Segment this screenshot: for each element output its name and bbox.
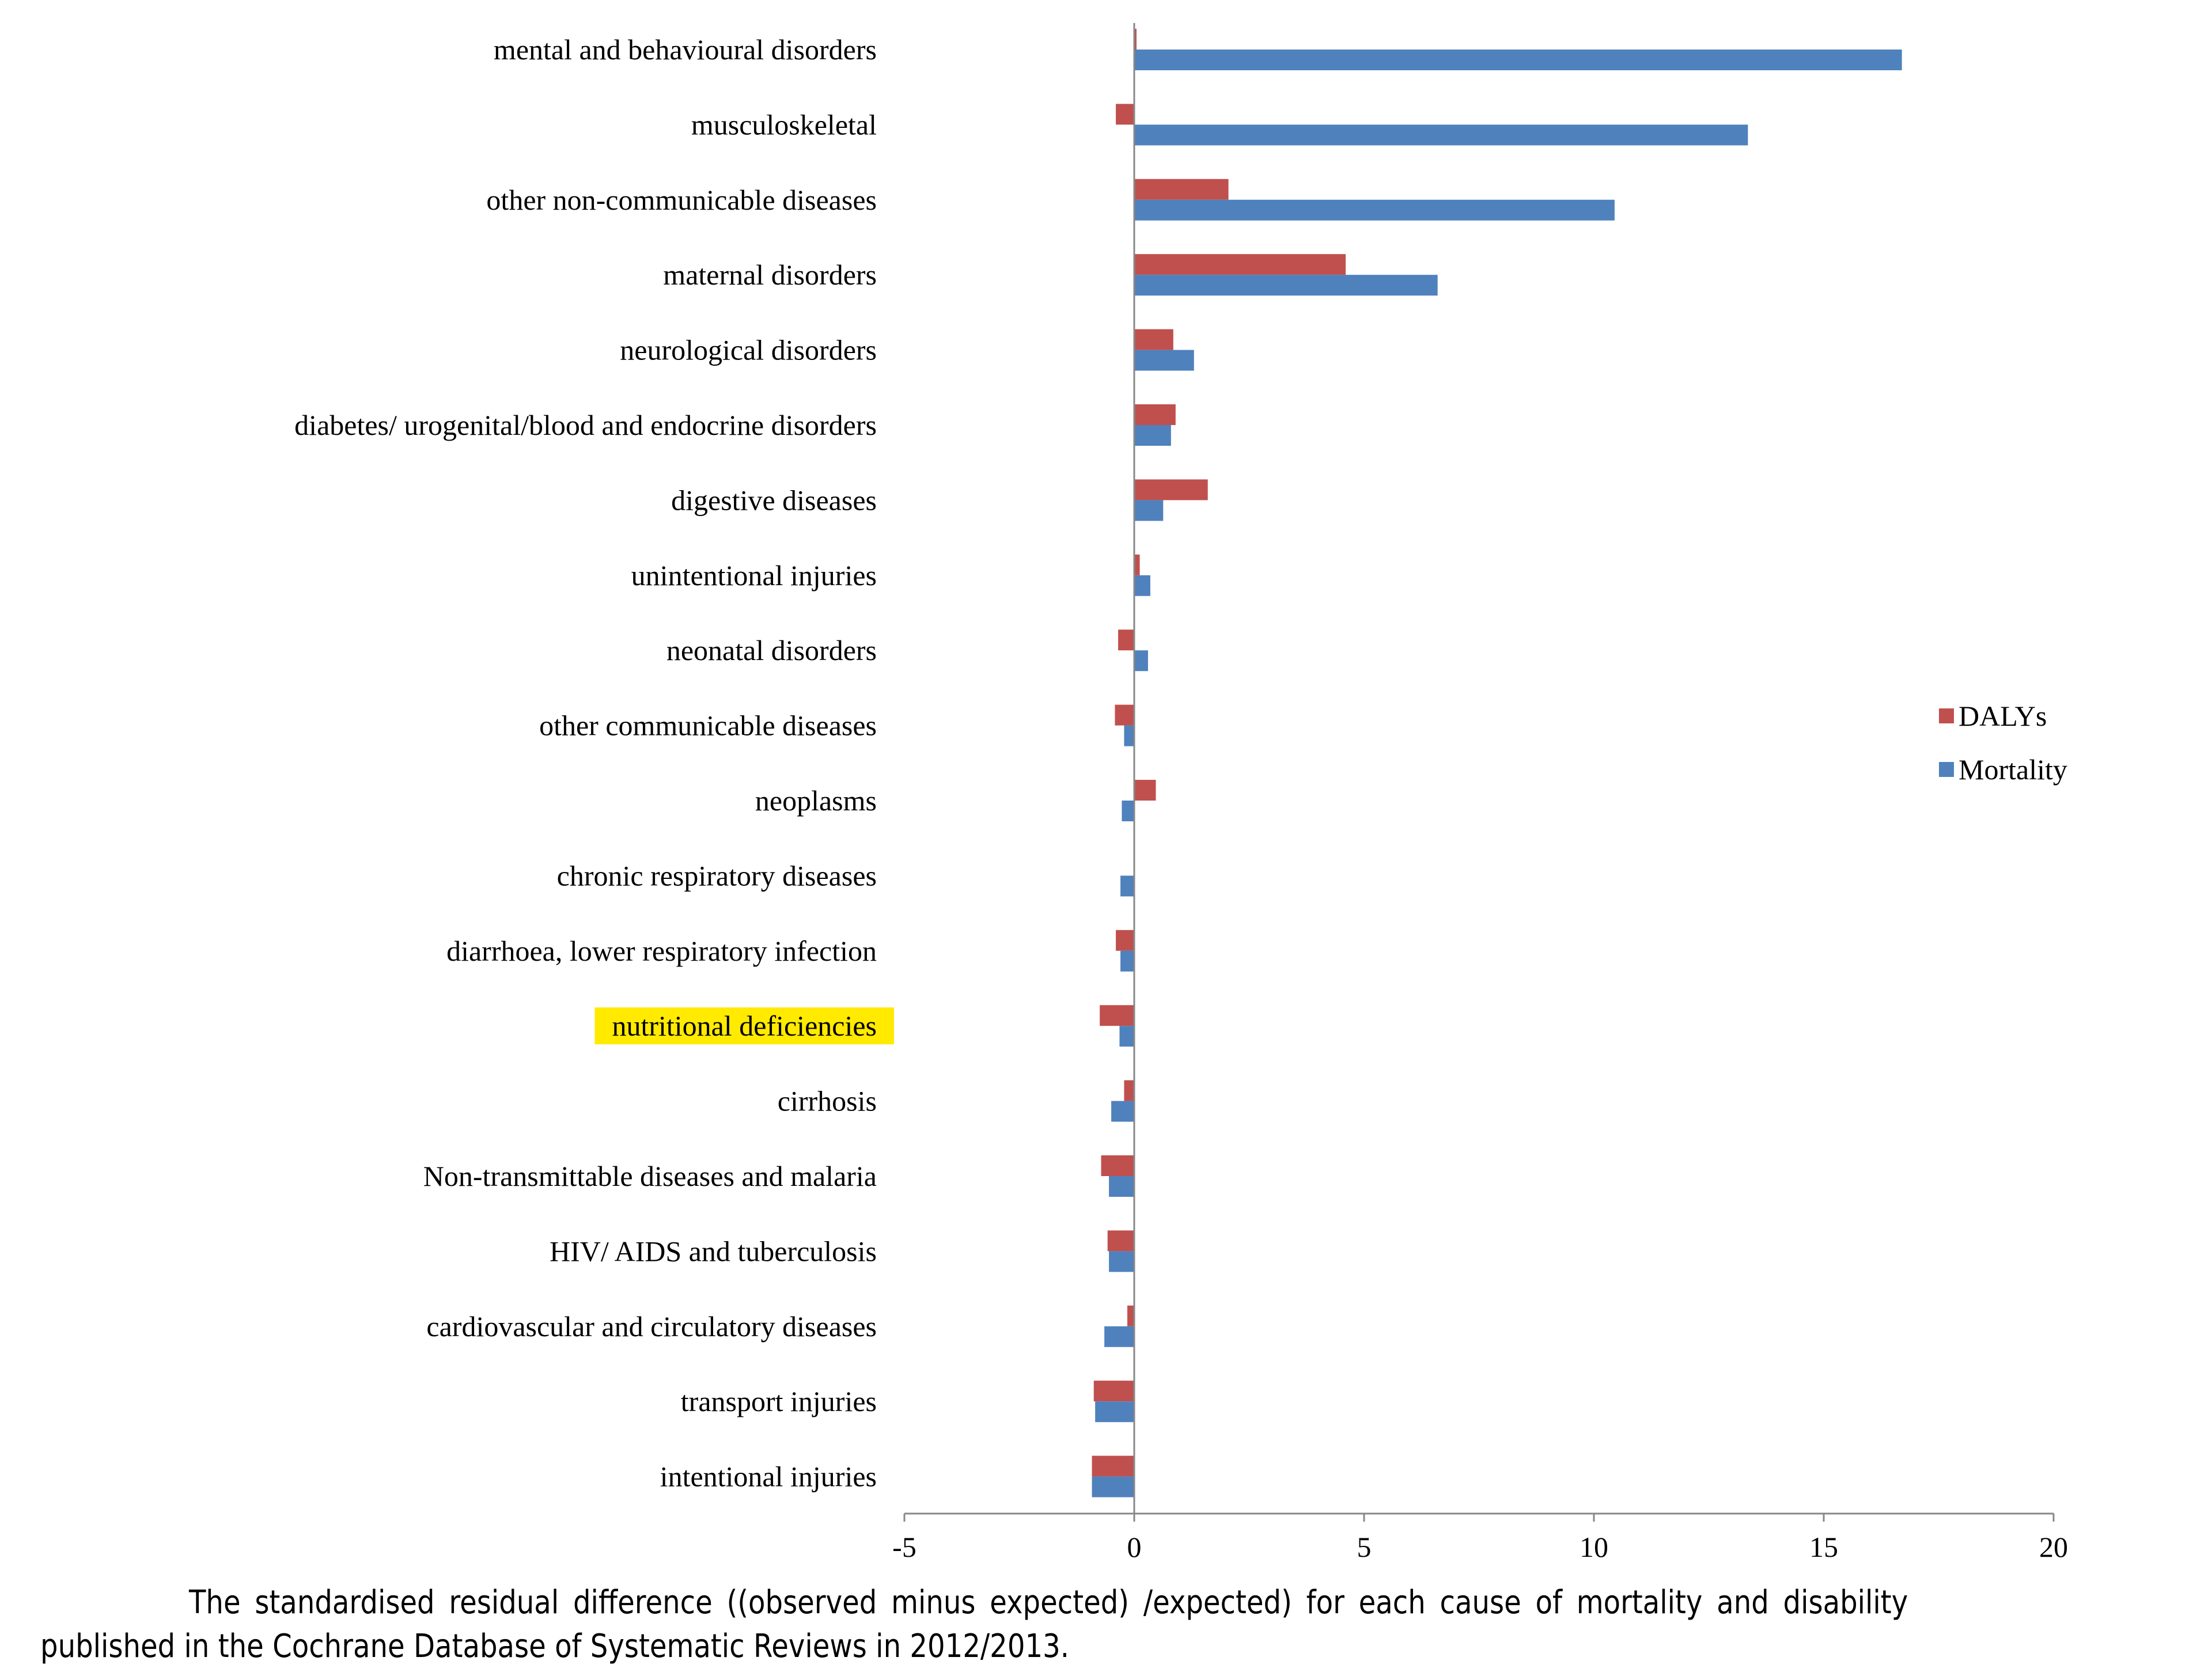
- dalys-bar: [1118, 630, 1134, 651]
- mortality-bar: [1119, 1026, 1134, 1047]
- category-label: diabetes/ urogenital/blood and endocrine…: [294, 409, 877, 441]
- mortality-bar: [1095, 1401, 1134, 1423]
- category-label: diarrhoea, lower respiratory infection: [446, 935, 877, 967]
- category-label: cardiovascular and circulatory diseases: [426, 1310, 877, 1343]
- x-tick-label: 15: [1809, 1531, 1838, 1563]
- mortality-bar: [1134, 575, 1150, 596]
- dalys-bar: [1134, 329, 1173, 350]
- dalys-bar: [1101, 1155, 1134, 1176]
- mortality-bar: [1111, 1101, 1134, 1122]
- figure-caption: The standardised residual difference ((o…: [40, 1584, 1908, 1665]
- x-tick-label: 20: [2039, 1531, 2068, 1563]
- dalys-bar: [1092, 1455, 1134, 1477]
- mortality-bar: [1120, 950, 1134, 972]
- dalys-bar: [1093, 1381, 1134, 1402]
- category-label: nutritional deficiencies: [612, 1010, 877, 1042]
- legend-label-mortality: Mortality: [1959, 753, 2067, 786]
- dalys-bar: [1127, 1305, 1134, 1326]
- category-label: transport injuries: [681, 1385, 877, 1417]
- mortality-bar: [1109, 1176, 1134, 1197]
- category-label: chronic respiratory diseases: [557, 859, 877, 892]
- category-label: mental and behavioural disorders: [494, 33, 877, 66]
- mortality-bar: [1134, 50, 1902, 70]
- category-label: other communicable diseases: [539, 710, 877, 742]
- category-label: intentional injuries: [660, 1461, 877, 1493]
- mortality-bar: [1104, 1326, 1134, 1347]
- legend-swatch-dalys: [1939, 708, 1954, 723]
- category-label: Non-transmittable diseases and malaria: [423, 1160, 877, 1192]
- dalys-bar: [1134, 254, 1346, 275]
- category-label: neonatal disorders: [666, 634, 877, 666]
- category-label: cirrhosis: [778, 1085, 877, 1117]
- dalys-bar: [1134, 29, 1137, 50]
- dalys-bar: [1134, 179, 1229, 200]
- dalys-bar: [1107, 1230, 1134, 1252]
- mortality-bar: [1092, 1476, 1134, 1497]
- mortality-bar: [1134, 350, 1194, 371]
- mortality-bar: [1134, 199, 1615, 221]
- mortality-bar: [1120, 875, 1134, 897]
- category-label: other non-communicable diseases: [486, 184, 877, 216]
- category-label: unintentional injuries: [631, 559, 877, 591]
- category-label: maternal disorders: [663, 259, 877, 291]
- category-label: HIV/ AIDS and tuberculosis: [550, 1235, 877, 1267]
- legend-label-dalys: DALYs: [1959, 700, 2047, 732]
- dalys-bar: [1115, 704, 1134, 726]
- mortality-bar: [1122, 801, 1134, 821]
- mortality-bar: [1134, 275, 1438, 296]
- bar-chart: -5 0 5 10 15 20 mental and behavioural disord…: [294, 23, 2068, 1563]
- dalys-bar: [1134, 780, 1156, 801]
- dalys-bar: [1134, 479, 1208, 500]
- legend-swatch-mortality: [1939, 762, 1954, 777]
- category-label: digestive diseases: [671, 484, 877, 516]
- dalys-bar: [1116, 930, 1134, 951]
- dalys-bar: [1100, 1005, 1134, 1026]
- mortality-bar: [1109, 1251, 1134, 1272]
- dalys-bar: [1124, 1080, 1134, 1101]
- legend: DALYs Mortality: [1939, 700, 2067, 786]
- mortality-bar: [1134, 500, 1164, 521]
- category-label: neurological disorders: [620, 334, 877, 366]
- mortality-bar: [1134, 124, 1748, 146]
- mortality-bar: [1124, 725, 1134, 746]
- dalys-bar: [1134, 554, 1140, 575]
- dalys-bar: [1134, 404, 1176, 425]
- x-tick-label: 0: [1127, 1531, 1142, 1563]
- x-tick-label: -5: [892, 1531, 916, 1563]
- x-tick-label: 10: [1580, 1531, 1608, 1563]
- category-label: neoplasms: [755, 784, 877, 817]
- mortality-bar: [1134, 425, 1171, 446]
- category-label: musculoskeletal: [691, 108, 877, 141]
- dalys-bar: [1116, 104, 1134, 125]
- x-tick-label: 5: [1357, 1531, 1372, 1563]
- mortality-bar: [1134, 650, 1148, 672]
- highlight-box: [594, 1007, 894, 1045]
